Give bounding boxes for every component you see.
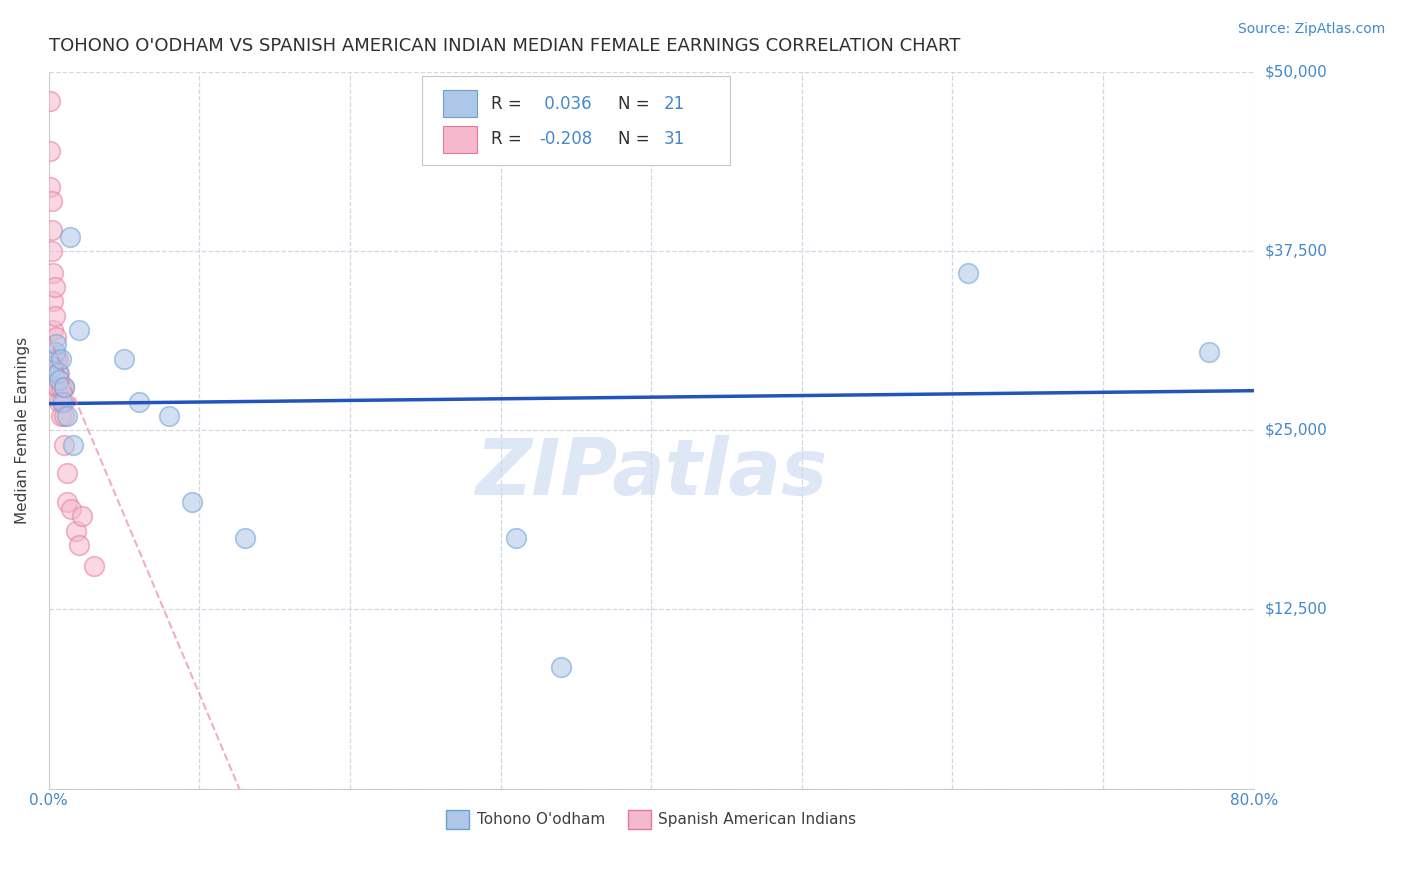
Point xyxy=(44,280,66,294)
Point xyxy=(505,531,527,545)
Point xyxy=(128,394,150,409)
Point xyxy=(49,351,72,366)
Point xyxy=(56,409,79,423)
Text: ZIPatlas: ZIPatlas xyxy=(475,435,827,511)
Point xyxy=(39,94,62,108)
Point xyxy=(233,531,256,545)
Text: 31: 31 xyxy=(664,130,685,148)
Point xyxy=(44,344,66,359)
Point xyxy=(60,502,83,516)
Point xyxy=(51,394,73,409)
Text: N =: N = xyxy=(617,95,654,112)
Point xyxy=(83,559,105,574)
FancyBboxPatch shape xyxy=(443,126,477,153)
Point xyxy=(45,380,67,394)
Point xyxy=(52,409,75,423)
Point xyxy=(1198,344,1220,359)
Text: N =: N = xyxy=(617,130,654,148)
Point xyxy=(42,266,65,280)
Point xyxy=(180,495,202,509)
Point xyxy=(59,230,82,244)
Point xyxy=(45,351,67,366)
Point xyxy=(46,380,69,394)
Point xyxy=(39,144,62,158)
Text: $50,000: $50,000 xyxy=(1265,64,1327,79)
Point xyxy=(48,394,70,409)
Point xyxy=(48,366,70,380)
Text: R =: R = xyxy=(491,130,527,148)
Point xyxy=(157,409,180,423)
Y-axis label: Median Female Earnings: Median Female Earnings xyxy=(15,337,30,524)
Text: $37,500: $37,500 xyxy=(1265,244,1327,259)
Point xyxy=(49,380,72,394)
Text: $12,500: $12,500 xyxy=(1265,602,1327,617)
Point xyxy=(52,437,75,451)
Point xyxy=(67,538,90,552)
Point xyxy=(42,359,65,373)
Point xyxy=(39,179,62,194)
Point xyxy=(56,495,79,509)
Point xyxy=(48,373,70,387)
Point xyxy=(112,351,135,366)
Text: Source: ZipAtlas.com: Source: ZipAtlas.com xyxy=(1237,22,1385,37)
Text: TOHONO O'ODHAM VS SPANISH AMERICAN INDIAN MEDIAN FEMALE EARNINGS CORRELATION CHA: TOHONO O'ODHAM VS SPANISH AMERICAN INDIA… xyxy=(49,37,960,55)
FancyBboxPatch shape xyxy=(422,76,730,165)
Point xyxy=(45,337,67,351)
Point xyxy=(52,394,75,409)
Point xyxy=(41,194,63,208)
Point xyxy=(56,467,79,481)
Point xyxy=(550,659,572,673)
Point xyxy=(41,223,63,237)
Text: 21: 21 xyxy=(664,95,685,112)
Point xyxy=(44,309,66,323)
FancyBboxPatch shape xyxy=(443,90,477,117)
Point xyxy=(52,380,75,394)
Point xyxy=(46,351,69,366)
Point xyxy=(70,509,93,524)
Point xyxy=(45,330,67,344)
Point xyxy=(65,524,87,538)
Text: 0.036: 0.036 xyxy=(538,95,592,112)
Point xyxy=(46,366,69,380)
Point xyxy=(52,380,75,394)
Point xyxy=(49,409,72,423)
Text: -0.208: -0.208 xyxy=(538,130,592,148)
Point xyxy=(62,437,84,451)
Point xyxy=(956,266,979,280)
Text: $25,000: $25,000 xyxy=(1265,423,1327,438)
Point xyxy=(42,323,65,337)
Point xyxy=(42,294,65,309)
Legend: Tohono O'odham, Spanish American Indians: Tohono O'odham, Spanish American Indians xyxy=(440,804,862,835)
Text: R =: R = xyxy=(491,95,527,112)
Point xyxy=(41,244,63,259)
Point xyxy=(67,323,90,337)
